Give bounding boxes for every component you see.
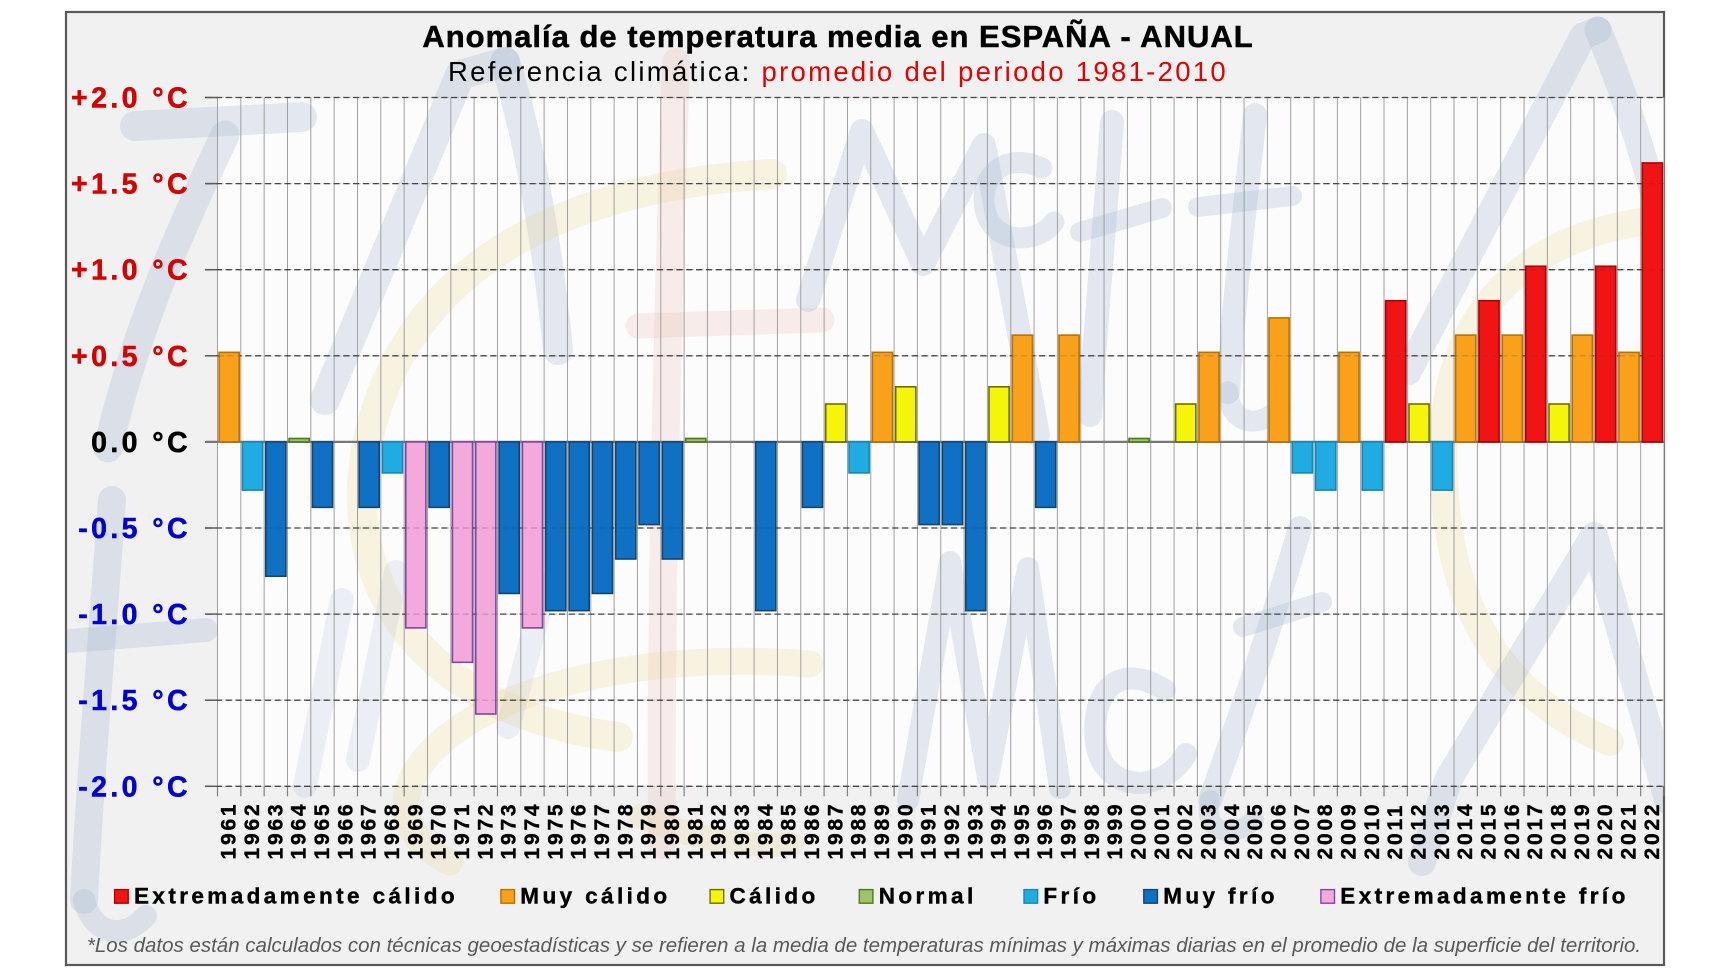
svg-text:2012: 2012: [1408, 802, 1431, 860]
svg-text:1971: 1971: [451, 802, 474, 860]
svg-text:-1.5 °C: -1.5 °C: [78, 685, 191, 717]
svg-text:2002: 2002: [1174, 802, 1197, 860]
svg-text:1966: 1966: [334, 802, 357, 860]
svg-text:1983: 1983: [731, 802, 754, 860]
svg-text:0.0 °C: 0.0 °C: [91, 427, 191, 459]
svg-text:Anomalía de temperatura media: Anomalía de temperatura media en ESPAÑA …: [422, 19, 1253, 54]
svg-text:1973: 1973: [498, 802, 521, 860]
svg-text:1961: 1961: [218, 802, 241, 860]
svg-text:2017: 2017: [1524, 802, 1547, 860]
svg-text:Normal: Normal: [879, 884, 977, 909]
svg-text:2000: 2000: [1128, 802, 1151, 860]
svg-text:1997: 1997: [1058, 802, 1081, 860]
svg-text:1979: 1979: [638, 802, 661, 860]
svg-text:1976: 1976: [568, 802, 591, 860]
svg-text:1975: 1975: [544, 802, 567, 860]
svg-text:1977: 1977: [591, 802, 614, 860]
svg-text:+2.0 °C: +2.0 °C: [71, 83, 191, 115]
svg-text:1989: 1989: [871, 802, 894, 860]
svg-text:-2.0 °C: -2.0 °C: [78, 771, 191, 803]
svg-text:+1.5 °C: +1.5 °C: [71, 169, 191, 201]
svg-text:+1.0 °C: +1.0 °C: [71, 255, 191, 287]
svg-text:1990: 1990: [894, 802, 917, 860]
svg-text:1984: 1984: [754, 802, 777, 860]
svg-text:1974: 1974: [521, 802, 544, 860]
svg-text:2022: 2022: [1641, 802, 1664, 860]
svg-text:1970: 1970: [428, 802, 451, 860]
svg-text:1992: 1992: [941, 802, 964, 860]
svg-text:1998: 1998: [1081, 802, 1104, 860]
svg-text:-1.0 °C: -1.0 °C: [78, 599, 191, 631]
svg-text:Cálido: Cálido: [730, 884, 819, 909]
svg-text:2021: 2021: [1618, 802, 1641, 860]
svg-text:Muy frío: Muy frío: [1163, 884, 1278, 909]
svg-text:1968: 1968: [381, 802, 404, 860]
svg-text:1965: 1965: [311, 802, 334, 860]
svg-text:1972: 1972: [474, 802, 497, 860]
svg-text:2020: 2020: [1594, 802, 1617, 860]
svg-text:2009: 2009: [1338, 802, 1361, 860]
svg-text:1995: 1995: [1011, 802, 1034, 860]
svg-text:1981: 1981: [684, 802, 707, 860]
svg-text:2011: 2011: [1384, 803, 1407, 860]
svg-text:1980: 1980: [661, 802, 684, 860]
svg-text:1999: 1999: [1104, 802, 1127, 860]
svg-text:2004: 2004: [1221, 802, 1244, 860]
svg-text:2014: 2014: [1454, 802, 1477, 860]
svg-text:2008: 2008: [1314, 802, 1337, 860]
svg-text:1978: 1978: [614, 802, 637, 860]
svg-text:2016: 2016: [1501, 802, 1524, 860]
svg-text:+0.5 °C: +0.5 °C: [71, 341, 191, 373]
svg-text:1982: 1982: [708, 802, 731, 860]
svg-text:2018: 2018: [1548, 802, 1571, 860]
svg-text:2006: 2006: [1268, 802, 1291, 860]
svg-text:2015: 2015: [1478, 802, 1501, 860]
svg-text:1963: 1963: [264, 802, 287, 860]
svg-text:Extremadamente cálido: Extremadamente cálido: [134, 884, 458, 909]
svg-text:2003: 2003: [1198, 802, 1221, 860]
svg-text:1967: 1967: [358, 802, 381, 860]
svg-text:2007: 2007: [1291, 802, 1314, 860]
svg-text:Referencia climática: promedio: Referencia climática: promedio del perio…: [448, 56, 1228, 87]
svg-text:2010: 2010: [1361, 802, 1384, 860]
svg-text:1964: 1964: [288, 802, 311, 860]
svg-text:1985: 1985: [778, 802, 801, 860]
svg-text:1987: 1987: [824, 802, 847, 860]
svg-text:1996: 1996: [1034, 802, 1057, 860]
svg-text:1962: 1962: [241, 802, 264, 860]
svg-text:2013: 2013: [1431, 802, 1454, 860]
svg-text:1993: 1993: [964, 802, 987, 860]
svg-text:Extremadamente frío: Extremadamente frío: [1340, 884, 1628, 909]
svg-text:-0.5 °C: -0.5 °C: [78, 513, 191, 545]
svg-text:1986: 1986: [801, 802, 824, 860]
svg-text:1969: 1969: [404, 802, 427, 860]
svg-text:1994: 1994: [988, 802, 1011, 860]
svg-text:1988: 1988: [848, 802, 871, 860]
svg-text:*Los datos están calculados co: *Los datos están calculados con técnicas…: [87, 934, 1641, 957]
svg-text:Frío: Frío: [1043, 884, 1099, 909]
svg-text:1991: 1991: [918, 802, 941, 860]
svg-text:Muy cálido: Muy cálido: [520, 884, 670, 909]
svg-text:2019: 2019: [1571, 802, 1594, 860]
svg-text:2001: 2001: [1151, 802, 1174, 860]
svg-text:2005: 2005: [1244, 802, 1267, 860]
